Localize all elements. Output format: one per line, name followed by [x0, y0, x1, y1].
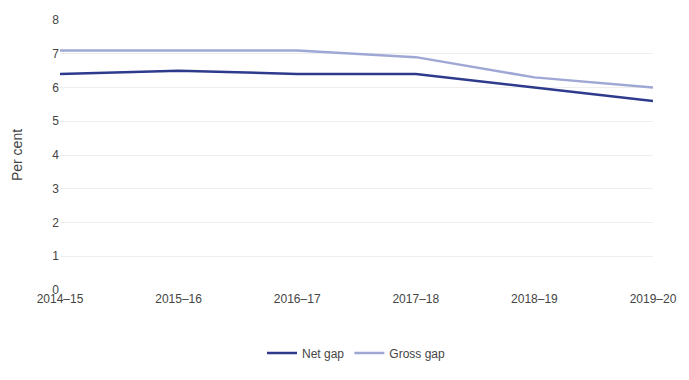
svg-text:2019–20: 2019–20 [630, 292, 677, 306]
svg-text:2018–19: 2018–19 [511, 292, 558, 306]
svg-text:2015–16: 2015–16 [155, 292, 202, 306]
svg-text:Per cent: Per cent [9, 129, 25, 181]
svg-text:2017–18: 2017–18 [392, 292, 439, 306]
svg-text:8: 8 [52, 13, 59, 27]
svg-text:2016–17: 2016–17 [274, 292, 321, 306]
svg-text:Gross gap: Gross gap [389, 347, 445, 361]
svg-text:0: 0 [52, 283, 59, 297]
svg-text:4: 4 [52, 148, 59, 162]
svg-text:Net gap: Net gap [302, 347, 344, 361]
svg-text:3: 3 [52, 182, 59, 196]
svg-text:6: 6 [52, 81, 59, 95]
svg-text:7: 7 [52, 47, 59, 61]
svg-text:5: 5 [52, 114, 59, 128]
svg-text:1: 1 [52, 249, 59, 263]
svg-text:2014–15: 2014–15 [37, 292, 84, 306]
svg-text:2: 2 [52, 216, 59, 230]
